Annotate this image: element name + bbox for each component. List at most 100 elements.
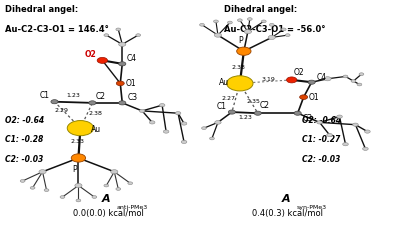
Circle shape	[200, 23, 204, 26]
Circle shape	[202, 127, 206, 130]
Text: C1: -0.28: C1: -0.28	[5, 135, 43, 144]
Circle shape	[215, 121, 221, 124]
Circle shape	[39, 170, 46, 174]
Circle shape	[67, 121, 94, 136]
Text: C1: -0.27: C1: -0.27	[302, 135, 340, 144]
Circle shape	[286, 77, 297, 83]
Circle shape	[104, 34, 109, 36]
Text: C4: C4	[317, 73, 327, 82]
Text: P: P	[72, 165, 77, 174]
Text: C3: C3	[128, 93, 138, 102]
Circle shape	[343, 143, 348, 146]
Circle shape	[363, 147, 368, 150]
Text: O2: -0.64: O2: -0.64	[5, 116, 44, 125]
Circle shape	[294, 111, 301, 115]
Circle shape	[357, 83, 362, 86]
Text: 2.35: 2.35	[247, 99, 261, 104]
Circle shape	[30, 186, 35, 189]
Circle shape	[159, 103, 165, 107]
Circle shape	[317, 121, 322, 124]
Circle shape	[228, 110, 236, 114]
Circle shape	[116, 28, 121, 31]
Text: O1: O1	[309, 93, 320, 102]
Circle shape	[210, 137, 214, 140]
Circle shape	[214, 33, 222, 37]
Circle shape	[269, 23, 274, 26]
Text: 2.27: 2.27	[222, 96, 236, 101]
Text: 0.0(0.0) kcal/mol: 0.0(0.0) kcal/mol	[73, 209, 144, 218]
Text: 2.33: 2.33	[232, 65, 246, 70]
Circle shape	[281, 28, 286, 31]
Circle shape	[136, 34, 141, 36]
Text: 2.29: 2.29	[55, 108, 69, 113]
Circle shape	[337, 115, 342, 118]
Text: C2: C2	[96, 91, 106, 100]
Circle shape	[116, 188, 121, 190]
Circle shape	[244, 30, 252, 34]
Circle shape	[327, 134, 332, 137]
Text: P: P	[238, 36, 243, 46]
Circle shape	[254, 111, 261, 115]
Text: Au: Au	[218, 78, 229, 87]
Circle shape	[119, 42, 126, 46]
Circle shape	[51, 100, 58, 104]
Circle shape	[181, 140, 187, 143]
Text: 2.33: 2.33	[71, 139, 85, 144]
Circle shape	[300, 95, 308, 99]
Circle shape	[128, 182, 133, 185]
Text: O2: O2	[294, 68, 304, 77]
Text: Dihedral angel:: Dihedral angel:	[5, 5, 78, 14]
Circle shape	[44, 189, 49, 191]
Circle shape	[238, 19, 242, 21]
Text: C2: -0.03: C2: -0.03	[5, 155, 43, 164]
Text: 3.19: 3.19	[262, 77, 276, 82]
Text: A: A	[281, 194, 290, 204]
Text: O2: O2	[85, 50, 96, 59]
Text: C2: C2	[259, 101, 269, 110]
Text: syn-PMe3: syn-PMe3	[296, 205, 326, 210]
Circle shape	[104, 184, 109, 187]
Circle shape	[92, 196, 97, 198]
Circle shape	[324, 77, 331, 81]
Circle shape	[20, 179, 25, 182]
Text: A: A	[102, 194, 111, 204]
Text: C3: C3	[303, 114, 313, 123]
Circle shape	[175, 112, 181, 115]
Circle shape	[181, 122, 187, 125]
Text: O1: O1	[126, 79, 136, 88]
Circle shape	[89, 101, 96, 105]
Text: C1: C1	[217, 102, 227, 111]
Circle shape	[214, 20, 218, 23]
Text: Au: Au	[91, 125, 101, 134]
Text: C4: C4	[127, 54, 137, 63]
Circle shape	[365, 130, 370, 133]
Circle shape	[353, 123, 358, 126]
Circle shape	[228, 21, 232, 24]
Circle shape	[149, 121, 155, 124]
Text: C1: C1	[39, 91, 49, 100]
Circle shape	[285, 34, 290, 36]
Circle shape	[351, 80, 356, 82]
Circle shape	[75, 183, 82, 188]
Text: 2.38: 2.38	[89, 111, 102, 116]
Text: Au-C2-C3-O1 = 146.4°: Au-C2-C3-O1 = 146.4°	[5, 25, 108, 34]
Text: O2: -0.64: O2: -0.64	[302, 116, 341, 125]
Circle shape	[71, 154, 86, 162]
Circle shape	[163, 130, 169, 133]
Circle shape	[248, 18, 252, 20]
Circle shape	[308, 80, 315, 84]
Text: 0.4(0.3) kcal/mol: 0.4(0.3) kcal/mol	[252, 209, 323, 218]
Circle shape	[140, 109, 145, 112]
Text: 1.23: 1.23	[238, 115, 252, 120]
Circle shape	[60, 196, 65, 198]
Circle shape	[261, 20, 266, 23]
Circle shape	[76, 199, 81, 202]
Circle shape	[343, 75, 348, 78]
Circle shape	[119, 101, 126, 105]
Text: Dihedral angel:: Dihedral angel:	[224, 5, 297, 14]
Text: C2: -0.03: C2: -0.03	[302, 155, 340, 164]
Circle shape	[119, 62, 126, 66]
Circle shape	[359, 73, 364, 76]
Circle shape	[237, 47, 251, 55]
Circle shape	[116, 81, 124, 86]
